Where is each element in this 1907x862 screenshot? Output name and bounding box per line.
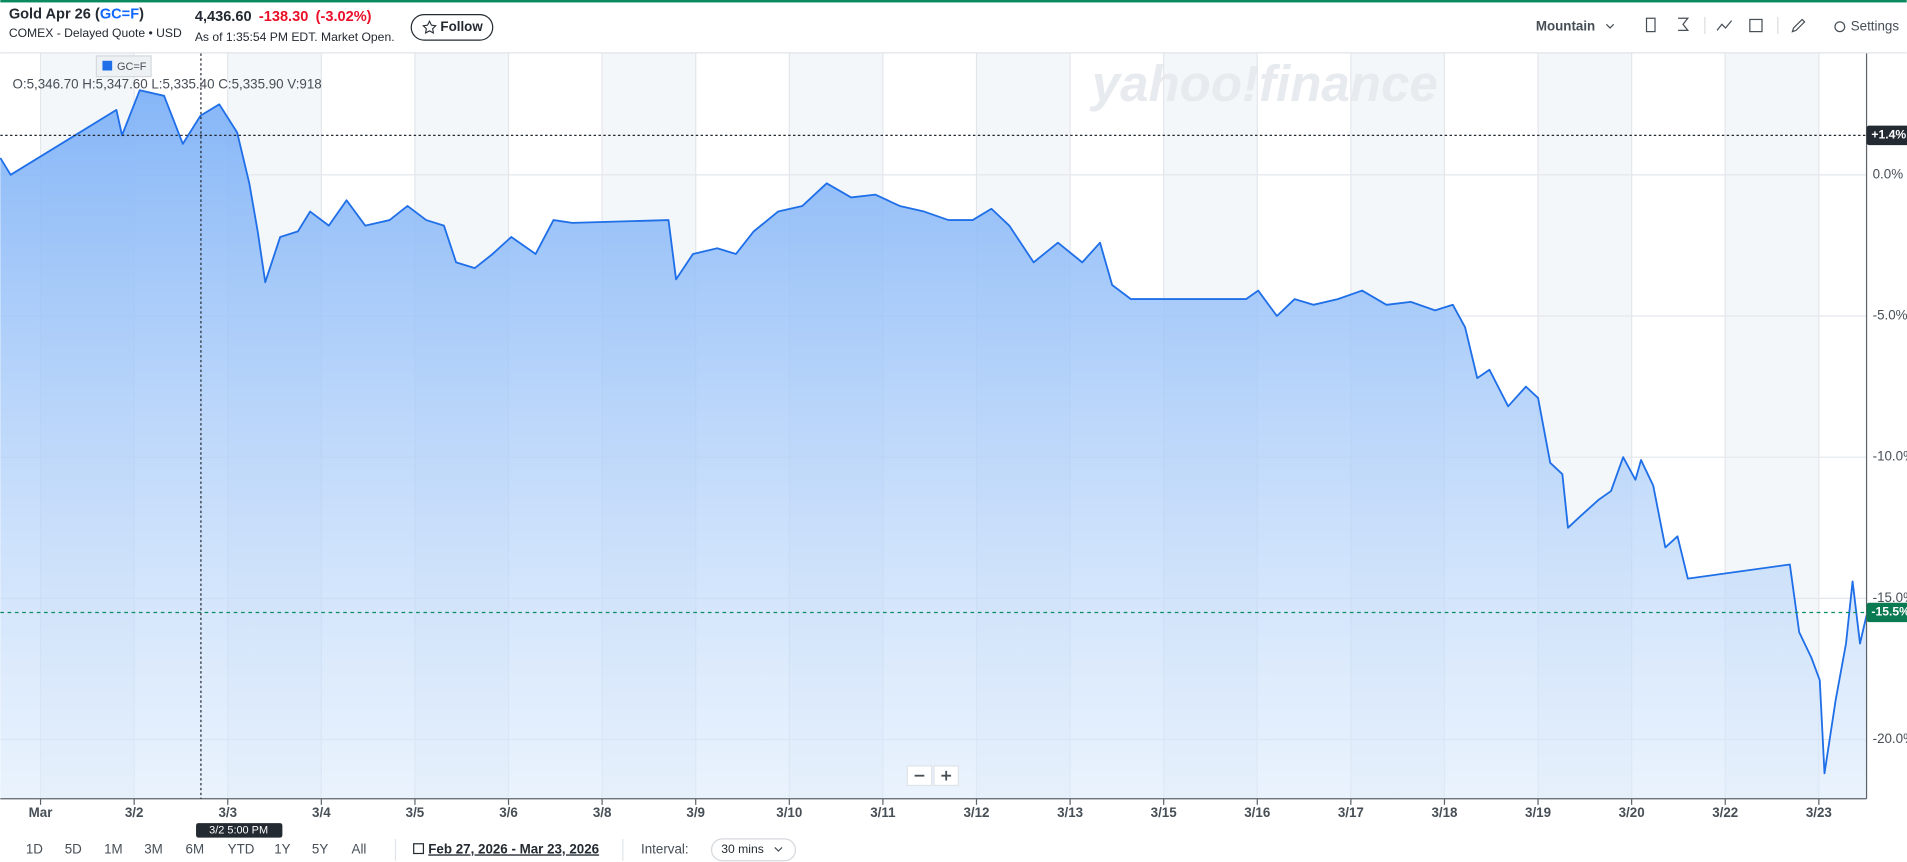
x-tick-label: 3/15 bbox=[1151, 805, 1178, 820]
x-tick-label: 3/18 bbox=[1431, 805, 1458, 820]
ohlc: O:5,346.70 H:5,347.60 L:5,335.40 C:5,335… bbox=[12, 77, 321, 92]
follow-outline bbox=[410, 13, 494, 41]
x-tick-label: 3/11 bbox=[870, 805, 896, 820]
reference-badge bbox=[1866, 125, 1907, 146]
gear-icon[interactable] bbox=[1834, 21, 1846, 33]
crosshair-label: 3/2 5:00 PM bbox=[209, 824, 268, 836]
x-tick-label: 3/12 bbox=[963, 805, 989, 820]
pencil-icon[interactable] bbox=[1791, 18, 1806, 33]
x-tick-label: 3/8 bbox=[593, 805, 612, 820]
last-value-label: -15.5% bbox=[1871, 605, 1907, 619]
range-button[interactable]: 1M bbox=[104, 841, 123, 856]
reference-label: +1.4% bbox=[1871, 128, 1906, 142]
range-button[interactable]: 5Y bbox=[312, 841, 328, 856]
range-button[interactable]: All bbox=[352, 841, 367, 856]
date-range[interactable]: Feb 27, 2026 - Mar 23, 2026 bbox=[428, 841, 599, 856]
range-button[interactable]: 3M bbox=[144, 841, 163, 856]
x-tick-label: 3/10 bbox=[776, 805, 802, 820]
chevron bbox=[1605, 23, 1615, 29]
indicator-icon[interactable] bbox=[1678, 17, 1690, 32]
plot: yahoo!finance Mar 3/2 3/3 3/4 3/5 3/6 3/8 3/9 3/1… bbox=[0, 53, 1907, 838]
line bbox=[0, 89, 1868, 775]
crosshair-badge bbox=[196, 823, 283, 838]
change-percent: (-3.02%) bbox=[316, 9, 372, 25]
star-icon bbox=[422, 20, 437, 34]
watermark: yahoo!finance bbox=[1089, 55, 1438, 112]
compare-icon[interactable] bbox=[1645, 17, 1656, 33]
footer: 1D 5D 1M 3M 6M YTD 1Y 5Y All Feb 27, 2026 - Mar 2… bbox=[26, 838, 797, 862]
x-tick-label: 3/20 bbox=[1619, 805, 1645, 820]
legend-swatch bbox=[102, 60, 113, 71]
change: -138.30 bbox=[259, 9, 308, 25]
x-tick-label: 3/4 bbox=[312, 805, 331, 820]
draw-icon[interactable] bbox=[1716, 20, 1733, 31]
x-tick-label: 3/9 bbox=[686, 805, 705, 820]
x-tick-label: 3/16 bbox=[1244, 805, 1270, 820]
symbol-link[interactable]: GC=F bbox=[100, 6, 139, 22]
follow-button[interactable]: Follow bbox=[410, 13, 494, 41]
header: Gold Apr 26 (GC=F) COMEX - Delayed Quote… bbox=[9, 6, 1900, 43]
calendar-icon bbox=[413, 843, 425, 855]
range-button[interactable]: 1D bbox=[26, 841, 43, 856]
x-tick-label: 3/2 bbox=[125, 805, 144, 820]
top-border bbox=[0, 0, 1907, 3]
area bbox=[0, 90, 1867, 799]
range-button[interactable]: YTD bbox=[228, 841, 255, 856]
interval-chevron bbox=[774, 846, 783, 852]
exchange: COMEX - Delayed Quote • USD bbox=[9, 26, 182, 40]
range-button[interactable]: 5D bbox=[65, 841, 82, 856]
y-tick-label: 0.0% bbox=[1873, 166, 1904, 181]
x-tick-label: 3/5 bbox=[406, 805, 425, 820]
quote-line: 4,436.60 -138.30 (-3.02%) bbox=[195, 9, 372, 25]
chart-type-menu[interactable]: Mountain bbox=[1536, 18, 1595, 33]
x-tick-label: 3/3 bbox=[218, 805, 237, 820]
y-tick-label: -10.0% bbox=[1873, 449, 1907, 464]
timestamp: As of 1:35:54 PM EDT. Market Open. bbox=[195, 30, 395, 44]
y-tick-label: -15.0% bbox=[1873, 590, 1907, 605]
x-tick-label: Mar bbox=[29, 805, 53, 820]
y-tick-label: -5.0% bbox=[1873, 308, 1907, 323]
follow-label: Follow bbox=[440, 19, 483, 34]
zoom-in-icon bbox=[941, 770, 952, 781]
range-button[interactable]: 6M bbox=[186, 841, 205, 856]
quote-title: Gold Apr 26 (GC=F) bbox=[9, 6, 144, 22]
x-tick-label: 3/13 bbox=[1057, 805, 1083, 820]
toolbar: Mountain Settings bbox=[1536, 17, 1900, 35]
range-button[interactable]: 1Y bbox=[274, 841, 290, 856]
x-tick-label: 3/17 bbox=[1338, 805, 1364, 820]
calendar-icon[interactable] bbox=[1749, 18, 1763, 33]
last-value-badge bbox=[1866, 602, 1907, 623]
price: 4,436.60 bbox=[195, 9, 252, 25]
interval-label: Interval: bbox=[641, 841, 689, 856]
settings-button[interactable]: Settings bbox=[1851, 18, 1900, 33]
title-suffix: ) bbox=[139, 6, 144, 22]
x-tick-label: 3/6 bbox=[499, 805, 518, 820]
x-tick-label: 3/22 bbox=[1712, 805, 1738, 820]
interval-box[interactable] bbox=[710, 838, 797, 862]
x-tick-label: 3/23 bbox=[1806, 805, 1832, 820]
interval-value: 30 mins bbox=[721, 842, 764, 856]
title-prefix: Gold Apr 26 ( bbox=[9, 6, 100, 22]
y-tick-label: -20.0% bbox=[1873, 731, 1907, 746]
x-tick-label: 3/19 bbox=[1525, 805, 1551, 820]
legend-symbol: GC=F bbox=[117, 61, 147, 73]
